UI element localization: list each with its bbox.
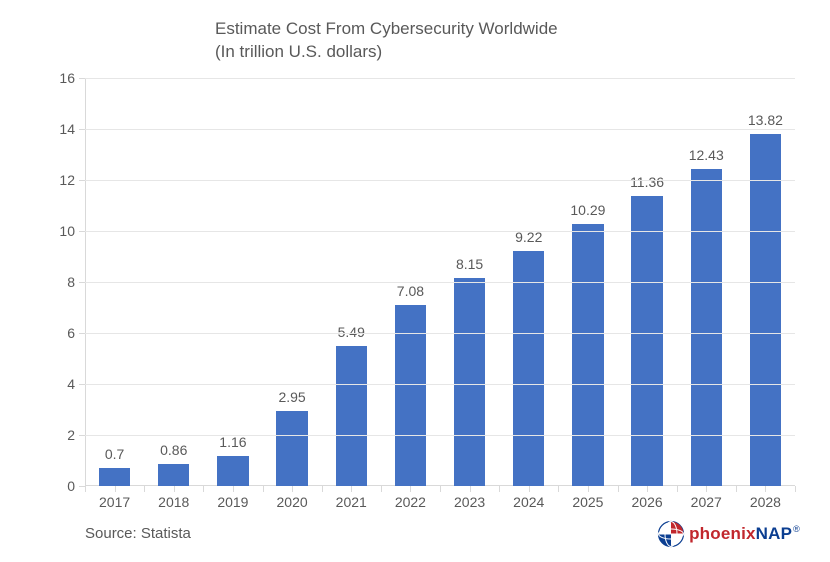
y-tick-mark	[79, 231, 85, 232]
x-tick-mark	[529, 486, 530, 492]
grid-line	[85, 129, 795, 130]
x-tick-label: 2023	[454, 494, 485, 510]
x-tick-mark	[647, 486, 648, 492]
x-tick-mark	[440, 486, 441, 492]
chart-plot-area: 0.7 0.86 1.16 2.95 5.49 7.08 8.15 9.22 10.29 11.3…	[85, 78, 795, 486]
x-tick-mark	[470, 486, 471, 492]
bar: 0.7	[99, 468, 130, 486]
x-tick-mark	[381, 486, 382, 492]
y-tick-label: 0	[35, 478, 75, 494]
grid-line	[85, 180, 795, 181]
bar: 10.29	[572, 224, 603, 486]
x-tick-label: 2017	[99, 494, 130, 510]
y-tick-mark	[79, 78, 85, 79]
bar: 11.36	[631, 196, 662, 486]
x-tick-mark	[677, 486, 678, 492]
grid-line	[85, 282, 795, 283]
bar-value-label: 7.08	[397, 283, 424, 299]
bar: 2.95	[276, 411, 307, 486]
x-tick-label: 2025	[572, 494, 603, 510]
y-tick-mark	[79, 282, 85, 283]
chart-title-line2: (In trillion U.S. dollars)	[215, 42, 382, 61]
bar: 8.15	[454, 278, 485, 486]
x-tick-mark	[410, 486, 411, 492]
brand-text-part1: phoenix	[689, 524, 756, 543]
y-tick-label: 4	[35, 376, 75, 392]
x-tick-mark	[351, 486, 352, 492]
y-tick-label: 8	[35, 274, 75, 290]
x-tick-mark	[736, 486, 737, 492]
x-tick-mark	[706, 486, 707, 492]
x-tick-mark	[263, 486, 264, 492]
x-tick-mark	[588, 486, 589, 492]
x-tick-mark	[203, 486, 204, 492]
chart-title-line1: Estimate Cost From Cybersecurity Worldwi…	[215, 19, 558, 38]
x-tick-label: 2024	[513, 494, 544, 510]
bar: 12.43	[691, 169, 722, 486]
x-tick-mark	[144, 486, 145, 492]
globe-icon	[657, 520, 685, 548]
bar: 13.82	[750, 134, 781, 486]
brand-logo: phoenixNAP®	[657, 520, 800, 548]
chart-title: Estimate Cost From Cybersecurity Worldwi…	[215, 18, 558, 64]
y-tick-label: 14	[35, 121, 75, 137]
x-tick-mark	[174, 486, 175, 492]
x-tick-label: 2022	[395, 494, 426, 510]
source-text: Source: Statista	[85, 525, 191, 542]
x-tick-label: 2019	[217, 494, 248, 510]
x-tick-mark	[233, 486, 234, 492]
y-tick-label: 6	[35, 325, 75, 341]
bar-value-label: 10.29	[570, 202, 605, 218]
bar-value-label: 0.7	[105, 446, 124, 462]
y-tick-label: 16	[35, 70, 75, 86]
bar-value-label: 1.16	[219, 434, 246, 450]
y-tick-mark	[79, 384, 85, 385]
grid-line	[85, 435, 795, 436]
x-tick-mark	[499, 486, 500, 492]
x-tick-label: 2021	[336, 494, 367, 510]
x-tick-mark	[618, 486, 619, 492]
bar-value-label: 12.43	[689, 147, 724, 163]
y-tick-label: 12	[35, 172, 75, 188]
x-tick-mark	[558, 486, 559, 492]
x-tick-mark	[795, 486, 796, 492]
brand-text-part2: NAP	[756, 524, 793, 543]
x-tick-mark	[85, 486, 86, 492]
x-tick-mark	[292, 486, 293, 492]
grid-line	[85, 384, 795, 385]
y-tick-mark	[79, 129, 85, 130]
x-tick-label: 2020	[277, 494, 308, 510]
x-tick-label: 2027	[691, 494, 722, 510]
x-tick-label: 2028	[750, 494, 781, 510]
y-tick-mark	[79, 180, 85, 181]
y-tick-label: 10	[35, 223, 75, 239]
registered-mark: ®	[793, 524, 800, 534]
brand-text: phoenixNAP®	[689, 524, 800, 544]
bar-value-label: 8.15	[456, 256, 483, 272]
x-tick-label: 2018	[158, 494, 189, 510]
grid-line	[85, 78, 795, 79]
bar-value-label: 13.82	[748, 112, 783, 128]
x-tick-mark	[115, 486, 116, 492]
x-tick-label: 2026	[632, 494, 663, 510]
x-tick-mark	[322, 486, 323, 492]
bar-value-label: 11.36	[630, 174, 664, 190]
y-tick-label: 2	[35, 427, 75, 443]
grid-line	[85, 333, 795, 334]
x-tick-mark	[765, 486, 766, 492]
bar: 1.16	[217, 456, 248, 486]
bar: 0.86	[158, 464, 189, 486]
grid-line	[85, 231, 795, 232]
y-tick-mark	[79, 435, 85, 436]
bar-value-label: 2.95	[278, 389, 305, 405]
bar-value-label: 0.86	[160, 442, 187, 458]
bar: 9.22	[513, 251, 544, 486]
y-tick-mark	[79, 333, 85, 334]
bar: 5.49	[336, 346, 367, 486]
